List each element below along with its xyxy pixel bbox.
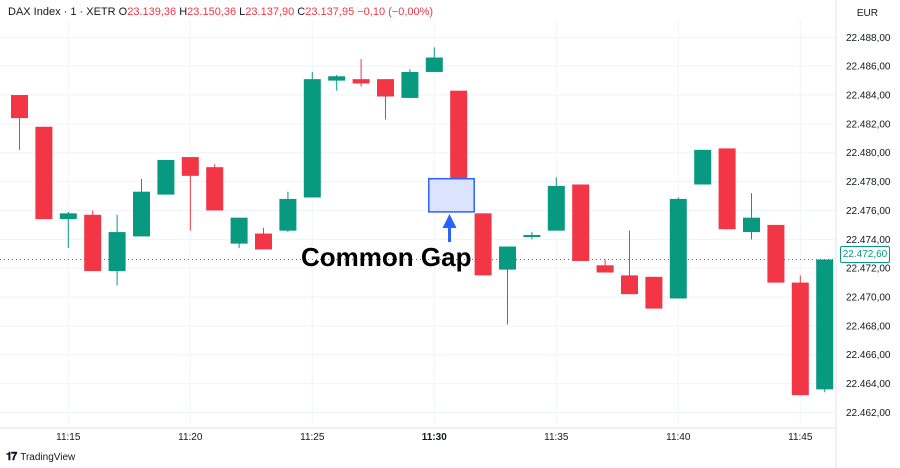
x-tick-label: 11:30: [422, 432, 447, 443]
y-tick-label: 22.478,00: [846, 177, 891, 188]
y-tick-label: 22.468,00: [846, 321, 891, 332]
candle-body: [255, 233, 272, 250]
y-tick-label: 22.482,00: [846, 119, 891, 130]
x-tick-label: 11:45: [788, 432, 813, 443]
candle-body: [35, 126, 53, 220]
candle-body: [59, 213, 77, 220]
candle-body: [767, 224, 785, 283]
candle-body: [791, 282, 809, 396]
candle-body: [157, 159, 175, 195]
candle-body: [108, 232, 126, 272]
tradingview-brand[interactable]: 𝟏𝟕 TradingView: [6, 451, 75, 464]
candle-body: [450, 90, 468, 179]
arrow-head-icon: [442, 214, 457, 228]
candle-body: [523, 234, 541, 237]
change-value: −0,10 (−0,00%): [357, 6, 434, 18]
candle-body: [279, 198, 297, 231]
candle-body: [718, 148, 736, 230]
candle-body: [743, 217, 760, 233]
symbol-name: DAX Index · 1 · XETR: [8, 6, 116, 18]
candle-body: [596, 265, 614, 273]
y-tick-label: 22.476,00: [846, 206, 891, 217]
candle-body: [84, 214, 102, 272]
candle-body: [669, 198, 687, 299]
low-value: 23.137,90: [245, 6, 295, 18]
candle-body: [352, 79, 370, 84]
candle-body: [694, 149, 712, 185]
candle-body: [547, 185, 565, 231]
y-tick-label: 22.474,00: [846, 235, 891, 246]
brand-name: TradingView: [20, 452, 76, 463]
last-price-tag: 22.472,60: [840, 246, 890, 263]
close-label: C: [297, 6, 306, 18]
candle-body: [230, 217, 248, 244]
candle-body: [645, 276, 663, 309]
candle-body: [621, 275, 638, 295]
y-tick-label: 22.470,00: [846, 293, 891, 304]
x-tick-label: 11:40: [666, 432, 691, 443]
candle-body: [133, 191, 150, 237]
gap-zone-box: [428, 177, 475, 213]
y-tick-label: 22.464,00: [846, 379, 891, 390]
candle-body: [401, 71, 419, 98]
y-tick-label: 22.480,00: [846, 148, 891, 159]
candle-body: [377, 79, 394, 97]
x-tick-label: 11:25: [300, 432, 325, 443]
close-value: 23.137,95: [305, 6, 355, 18]
candle-body: [425, 57, 443, 72]
high-label: H: [179, 6, 188, 18]
y-tick-label: 22.466,00: [846, 350, 891, 361]
symbol-header: DAX Index · 1 · XETR O23.139,36 H23.150,…: [8, 6, 433, 18]
high-value: 23.150,36: [187, 6, 237, 18]
y-tick-label: 22.462,00: [846, 408, 891, 419]
low-label: L: [239, 6, 246, 18]
x-tick-label: 11:15: [56, 432, 81, 443]
x-tick-label: 11:20: [178, 432, 203, 443]
candle-body: [572, 184, 590, 261]
y-tick-label: 22.484,00: [846, 91, 891, 102]
x-tick-label: 11:35: [544, 432, 569, 443]
y-tick-label: 22.488,00: [846, 33, 891, 44]
currency-label: EUR: [856, 8, 878, 19]
candle-body: [474, 213, 492, 276]
open-label: O: [118, 6, 128, 18]
gap-annotation: Common Gap: [301, 242, 472, 272]
y-tick-label: 22.472,00: [846, 264, 891, 275]
y-tick-label: 22.486,00: [846, 62, 891, 73]
candle-body: [328, 76, 346, 81]
candle-body: [181, 157, 199, 176]
open-value: 23.139,36: [127, 6, 177, 18]
candle-body: [303, 79, 321, 198]
candle-body: [816, 259, 834, 390]
candle-body: [499, 246, 516, 270]
tradingview-logo-icon: 𝟏𝟕: [6, 451, 17, 463]
candle-body: [11, 95, 28, 119]
candle-body: [206, 167, 224, 211]
